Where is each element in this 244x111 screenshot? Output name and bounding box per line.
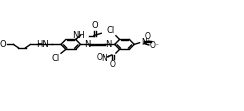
Text: N: N xyxy=(105,40,111,49)
Text: NH: NH xyxy=(72,31,85,40)
Text: Cl: Cl xyxy=(51,54,60,63)
Text: HN: HN xyxy=(36,40,49,49)
Text: N⁺: N⁺ xyxy=(101,54,111,63)
Text: Cl: Cl xyxy=(107,26,115,35)
Text: N⁺: N⁺ xyxy=(141,38,151,47)
Text: O: O xyxy=(91,21,98,30)
Text: O: O xyxy=(145,32,151,41)
Text: O: O xyxy=(0,40,6,49)
Text: O⁻: O⁻ xyxy=(150,41,160,50)
Text: O⁻: O⁻ xyxy=(96,53,106,62)
Text: O: O xyxy=(110,60,116,69)
Text: N: N xyxy=(84,40,90,49)
